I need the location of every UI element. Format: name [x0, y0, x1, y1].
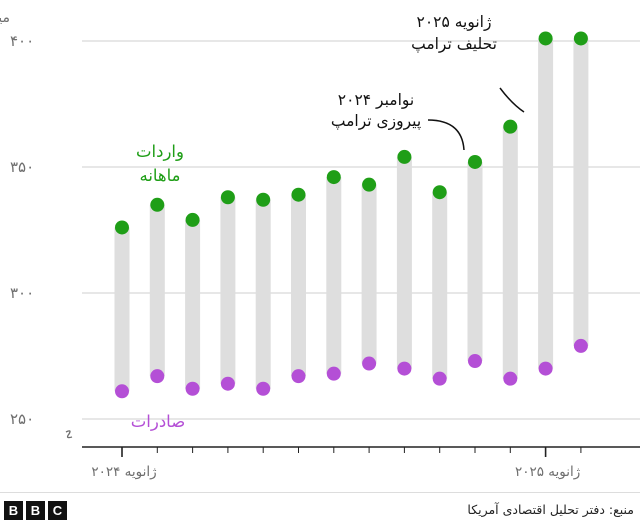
- exports-point: [538, 361, 553, 376]
- axis-break-icon: [65, 430, 73, 439]
- imports-point: [397, 149, 412, 164]
- exports-point: [573, 338, 588, 353]
- range-bar: [538, 38, 554, 369]
- bbc-logo: B B C: [4, 501, 67, 520]
- imports-point: [185, 212, 200, 227]
- exports-series-label: صادرات: [131, 412, 185, 432]
- imports-point: [432, 185, 447, 200]
- range-bar: [467, 161, 483, 362]
- exports-point: [150, 369, 165, 384]
- imports-point: [291, 187, 306, 202]
- exports-point: [468, 354, 482, 369]
- range-bar: [326, 177, 342, 374]
- range-bar: [149, 204, 165, 377]
- range-bar: [291, 194, 306, 377]
- exports-point: [291, 369, 306, 384]
- y-axis-unit-label: میلیون دلار: [0, 10, 10, 26]
- range-bar: [502, 126, 518, 379]
- range-bar: [114, 227, 130, 392]
- imports-point: [468, 154, 482, 169]
- imports-point: [220, 190, 235, 205]
- annotation-inauguration-connector: [499, 87, 525, 113]
- bbc-logo-letter: C: [48, 501, 67, 520]
- imports-point: [150, 197, 165, 212]
- annotation-election-connector: [427, 119, 465, 151]
- exports-point: [220, 376, 235, 391]
- dot-range-chart: میلیون دلار۴۰۰ ۳۵۰ ۳۰۰ ۲۵۰ ژانویه ۲۰۲۴ ژانویه…: [0, 10, 640, 480]
- annotation-inauguration: ژانویه ۲۰۲۵: [417, 13, 492, 31]
- imports-point: [362, 177, 377, 192]
- range-bar: [573, 38, 589, 346]
- exports-point: [326, 366, 341, 381]
- imports-point: [573, 31, 588, 46]
- range-bar: [220, 197, 236, 384]
- exports-point: [185, 381, 200, 396]
- range-bar: [361, 184, 377, 364]
- imports-point: [326, 170, 341, 185]
- imports-point: [115, 220, 129, 235]
- y-tick-label: ۳۰۰: [10, 284, 34, 302]
- exports-point: [115, 384, 129, 399]
- x-tick-label: ژانویه ۲۰۲۵: [515, 464, 580, 480]
- y-tick-label: ۳۵۰: [10, 158, 34, 176]
- annotation-inauguration: تحلیف ترامپ: [411, 35, 497, 54]
- y-tick-label: ۴۰۰: [10, 32, 34, 50]
- exports-point: [256, 381, 271, 396]
- exports-point: [432, 371, 447, 386]
- imports-point: [256, 192, 271, 207]
- source-note: منبع: دفتر تحلیل اقتصادی آمریکا: [467, 502, 634, 517]
- imports-point: [538, 31, 553, 46]
- bbc-logo-letter: B: [26, 501, 45, 520]
- y-tick-label: ۲۵۰: [10, 410, 34, 428]
- footer: B B C منبع: دفتر تحلیل اقتصادی آمریکا: [0, 492, 640, 526]
- imports-point: [503, 119, 518, 134]
- x-tick-label: ژانویه ۲۰۲۴: [91, 464, 156, 480]
- imports-series-label: ماهانه: [139, 166, 180, 185]
- range-bar: [185, 219, 201, 389]
- chart-area: میلیون دلار۴۰۰ ۳۵۰ ۳۰۰ ۲۵۰ ژانویه ۲۰۲۴ ژانویه…: [0, 10, 640, 480]
- exports-point: [397, 361, 412, 376]
- range-bar: [396, 156, 412, 369]
- exports-point: [362, 356, 377, 371]
- range-bar: [432, 192, 448, 379]
- bbc-logo-letter: B: [4, 501, 23, 520]
- range-bar: [255, 199, 271, 389]
- annotation-election: پیروزی ترامپ: [331, 112, 421, 131]
- imports-series-label: واردات: [136, 142, 184, 162]
- exports-point: [503, 371, 518, 386]
- annotation-election: نوامبر ۲۰۲۴: [338, 91, 414, 109]
